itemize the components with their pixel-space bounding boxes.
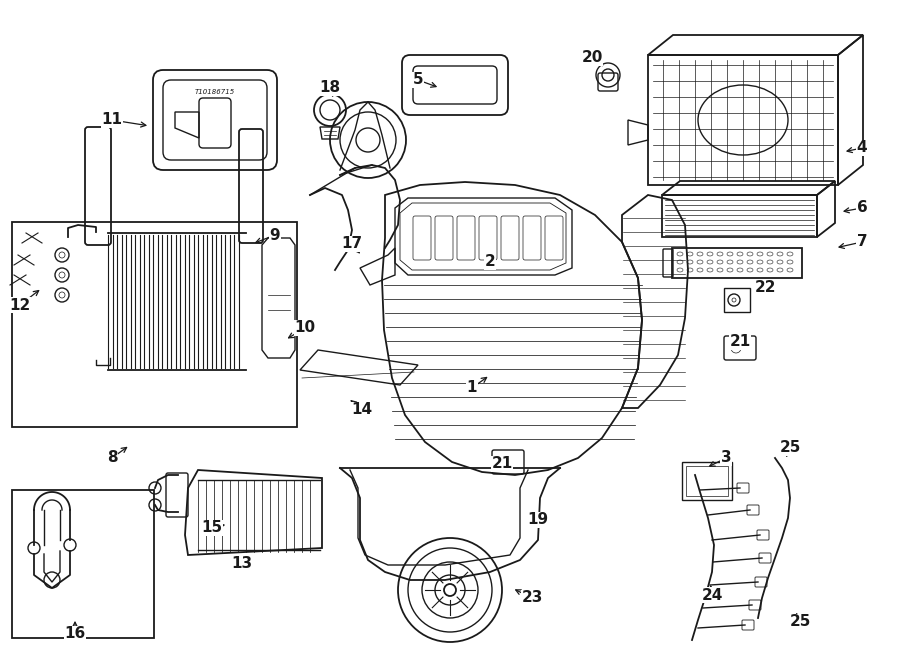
Text: 22: 22 — [754, 280, 776, 295]
Text: 1: 1 — [467, 381, 477, 395]
Text: 25: 25 — [779, 440, 801, 455]
Text: 13: 13 — [231, 557, 253, 572]
Bar — [648, 55, 838, 185]
Text: 11: 11 — [102, 112, 122, 128]
Text: 6: 6 — [857, 200, 868, 215]
Text: 24: 24 — [701, 588, 723, 602]
Bar — [686, 466, 728, 496]
Text: 17: 17 — [341, 237, 363, 251]
Text: 7: 7 — [857, 235, 868, 249]
Bar — [12, 222, 297, 427]
Text: 23: 23 — [521, 590, 543, 605]
Text: 5: 5 — [413, 73, 423, 87]
Text: 12: 12 — [9, 297, 31, 313]
Bar — [682, 462, 732, 500]
Bar — [662, 195, 817, 237]
Text: 3: 3 — [721, 451, 732, 465]
Text: 20: 20 — [581, 50, 603, 65]
Text: 14: 14 — [351, 403, 373, 418]
Text: T10186715: T10186715 — [195, 89, 235, 95]
Text: 2: 2 — [484, 254, 495, 270]
Text: 16: 16 — [65, 627, 86, 641]
Text: 25: 25 — [789, 615, 811, 629]
Text: 4: 4 — [857, 141, 868, 155]
Bar — [672, 248, 802, 278]
Text: 19: 19 — [527, 512, 549, 527]
Text: 18: 18 — [320, 81, 340, 95]
Text: 9: 9 — [270, 227, 280, 243]
Text: 8: 8 — [107, 451, 117, 465]
Text: 21: 21 — [491, 457, 513, 471]
Text: 15: 15 — [202, 520, 222, 535]
Text: 21: 21 — [729, 334, 751, 350]
Bar — [12, 490, 154, 638]
Text: 10: 10 — [294, 321, 316, 336]
